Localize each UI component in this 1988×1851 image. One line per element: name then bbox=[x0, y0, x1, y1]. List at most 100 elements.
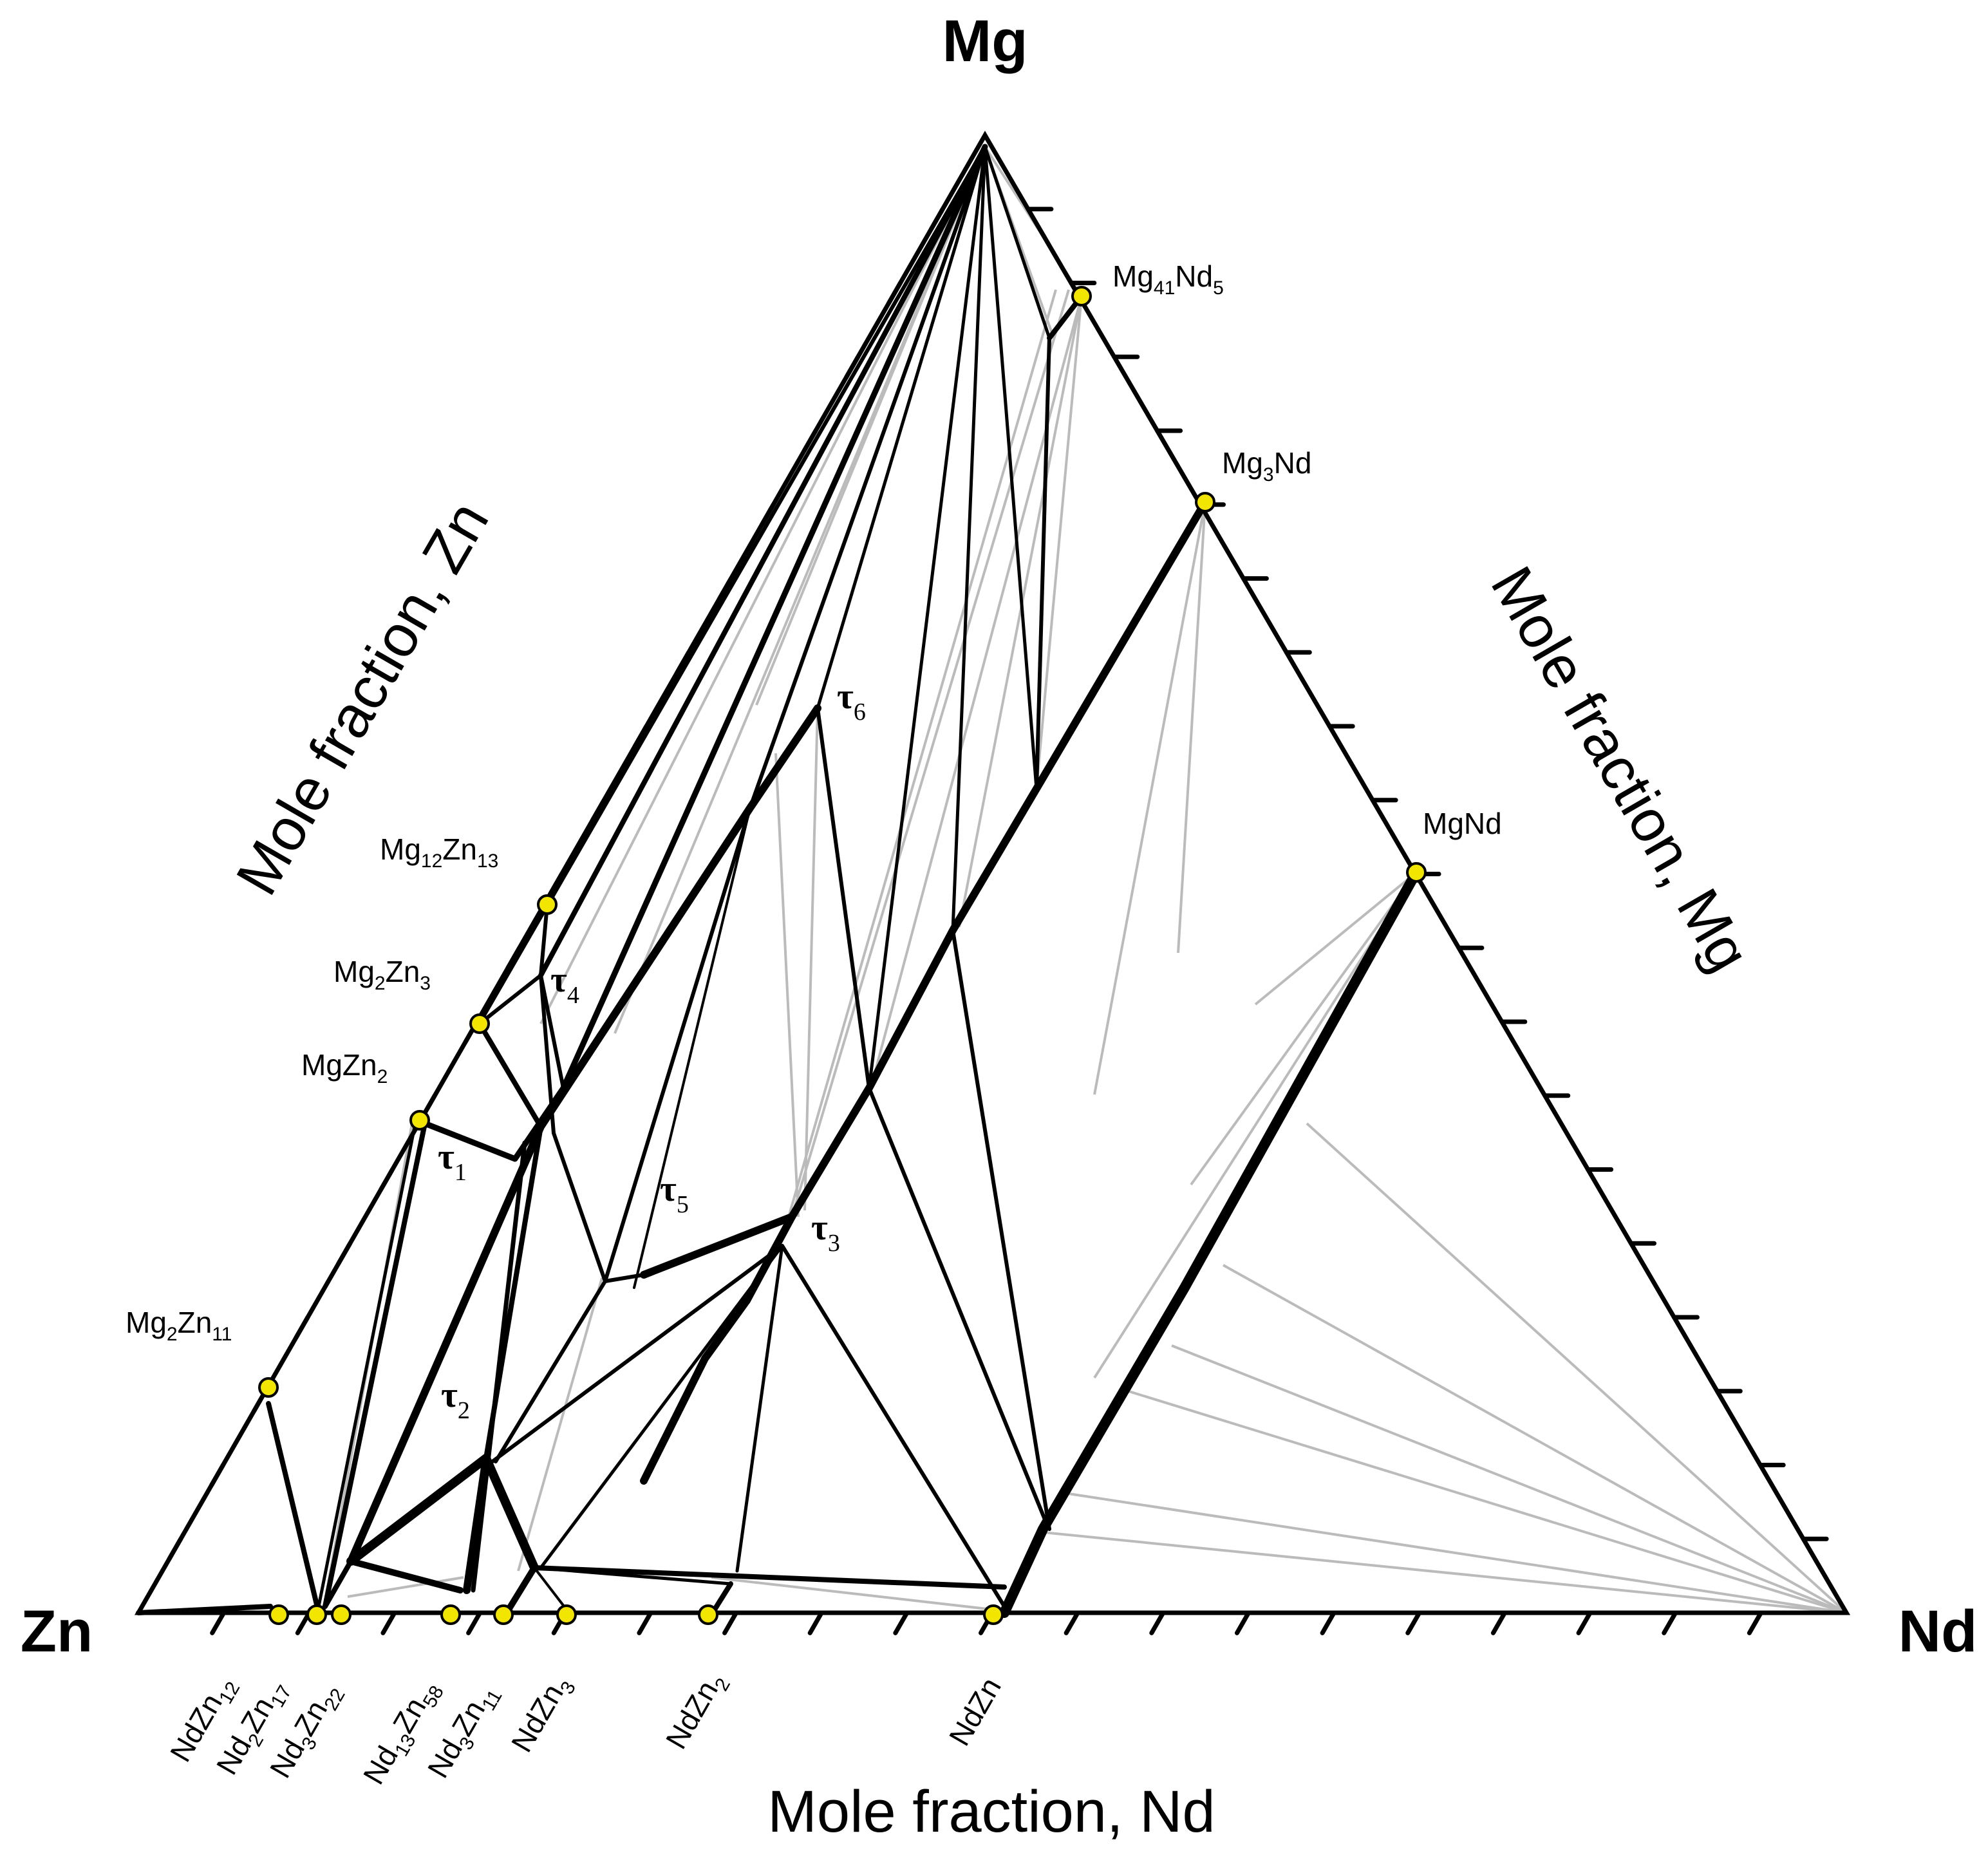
tie-line bbox=[614, 146, 986, 1034]
tick-bottom-axis bbox=[1490, 1610, 1507, 1635]
tick-bottom-axis bbox=[466, 1610, 483, 1635]
label-tau3: τ3 bbox=[811, 1208, 840, 1257]
marker-mg2zn3 bbox=[469, 1013, 490, 1034]
boundary-tau1-nd13zn58 bbox=[471, 1140, 527, 1593]
axis-title-right: Mole fraction, Mg bbox=[1478, 556, 1762, 982]
tie-line bbox=[1093, 502, 1206, 1095]
tie-line-tau-mg-main bbox=[560, 144, 988, 1091]
tie-line bbox=[1177, 502, 1206, 954]
tick-bottom-axis bbox=[210, 1610, 227, 1635]
corner-label-left: Zn bbox=[21, 1599, 93, 1664]
axis-title-bottom: Mole fraction, Nd bbox=[767, 1779, 1215, 1845]
boundary-ndzn2-edge bbox=[712, 1581, 733, 1612]
tie-line bbox=[1254, 871, 1418, 1006]
tick-bottom-axis bbox=[1747, 1610, 1763, 1635]
tie-line bbox=[1126, 1389, 1847, 1614]
boundary-mgzn2-nd2zn17 bbox=[317, 1122, 417, 1608]
boundary-tau3-tau2 bbox=[491, 1244, 784, 1463]
tick-bottom-axis bbox=[1234, 1610, 1251, 1635]
boundary-mgnd-ndzn bbox=[999, 867, 1421, 1618]
tie-line bbox=[711, 1576, 993, 1611]
boundary-nd3zn22-nd13zn58 bbox=[348, 1558, 464, 1593]
tie-line bbox=[787, 289, 1057, 1217]
tick-left-axis bbox=[167, 1536, 183, 1562]
boundary-tau4-tau1 bbox=[539, 973, 565, 1090]
label-tau5: τ5 bbox=[660, 1169, 689, 1218]
marker-nd3zn11 bbox=[493, 1604, 514, 1625]
label-tau6: τ6 bbox=[837, 677, 866, 726]
tick-left-axis bbox=[886, 281, 903, 306]
tick-left-axis bbox=[717, 576, 733, 601]
tie-line bbox=[803, 708, 819, 1211]
boundary-tau2-nd13zn58 bbox=[463, 1454, 490, 1594]
marker-ndzn3 bbox=[556, 1604, 577, 1625]
tie-line-tau6b-mg bbox=[867, 145, 987, 1090]
boundary-mg41nd5 bbox=[1035, 336, 1051, 791]
marker-nd2zn17 bbox=[306, 1604, 327, 1625]
tie-line-mg41nd5-mg bbox=[983, 145, 1051, 340]
boundary-tau1 bbox=[422, 1085, 567, 1162]
boundary-ndzn3-edge bbox=[533, 1566, 568, 1611]
tick-left-axis bbox=[928, 207, 945, 232]
tie-line bbox=[791, 289, 1070, 1217]
boundary-nd3zn11-edge bbox=[505, 1564, 538, 1613]
boundary-tau4 bbox=[539, 903, 556, 1135]
tick-left-axis bbox=[379, 1167, 395, 1192]
tick-left-axis bbox=[590, 798, 606, 823]
label-ndzn: NdZn bbox=[942, 1672, 1008, 1751]
tick-left-axis bbox=[294, 1315, 310, 1340]
tick-bottom-axis bbox=[1149, 1610, 1166, 1635]
label-ndzn3: NdZn3 bbox=[505, 1669, 580, 1760]
tie-line bbox=[539, 146, 986, 1024]
tie-line bbox=[1042, 1531, 1847, 1614]
boundary-tau3-a bbox=[789, 1085, 872, 1219]
boundary-mg2zn3-tau4 bbox=[478, 973, 543, 1026]
label-tau2: τ2 bbox=[441, 1375, 470, 1424]
tick-bottom-axis bbox=[722, 1610, 739, 1635]
marker-nd13zn58 bbox=[440, 1604, 461, 1625]
label-mg3nd: Mg3Nd bbox=[1222, 446, 1311, 485]
tick-left-axis bbox=[632, 724, 649, 749]
tie-line-tau4-mg bbox=[538, 144, 988, 978]
label-mg41nd5: Mg41Nd5 bbox=[1112, 259, 1224, 299]
tick-bottom-axis bbox=[1320, 1610, 1336, 1635]
boundary-tau6-znrich bbox=[347, 704, 821, 1565]
marker-mgzn2 bbox=[409, 1110, 430, 1131]
tick-bottom-axis bbox=[1064, 1610, 1080, 1635]
tick-left-axis bbox=[548, 872, 564, 897]
phase-boundaries bbox=[136, 144, 1421, 1618]
tick-bottom-axis bbox=[893, 1610, 910, 1635]
label-tau1: τ1 bbox=[438, 1137, 467, 1186]
boundary-ndzn3-ndzn bbox=[532, 1565, 1007, 1590]
tick-bottom-axis bbox=[1662, 1610, 1678, 1635]
corner-label-right: Nd bbox=[1899, 1599, 1978, 1664]
tick-left-axis bbox=[336, 1241, 353, 1266]
tick-left-axis bbox=[802, 428, 818, 453]
boundary-tau6-tau3 bbox=[816, 706, 871, 1090]
tie-line-mg3nd-mg bbox=[983, 145, 1038, 791]
marker-mg12zn13 bbox=[537, 894, 558, 915]
marker-mgnd bbox=[1406, 862, 1427, 883]
label-mgzn2: MgZn2 bbox=[301, 1048, 388, 1087]
boundary-mg2zn11-ndzn12 bbox=[266, 1401, 321, 1615]
tick-left-axis bbox=[505, 945, 522, 971]
boundary-nd3zn22-edge bbox=[323, 1559, 353, 1609]
tick-left-axis bbox=[844, 354, 861, 380]
tie-line bbox=[347, 1576, 464, 1598]
boundary-tau2-znrich bbox=[346, 1454, 491, 1566]
tie-line-tau6-mg bbox=[816, 145, 987, 710]
tie-line bbox=[958, 296, 1083, 928]
boundary-tau3-ndzn bbox=[867, 1086, 1048, 1525]
tick-bottom-axis bbox=[637, 1610, 653, 1635]
marker-ndzn12 bbox=[268, 1604, 289, 1625]
label-ndzn2: NdZn2 bbox=[659, 1666, 735, 1757]
tie-line bbox=[1190, 871, 1418, 1186]
marker-nd3zn22 bbox=[331, 1604, 352, 1625]
label-mg12zn13: Mg12Zn13 bbox=[380, 832, 498, 872]
boundary-tau3-ndzn2 bbox=[735, 1244, 784, 1573]
boundary-tau2-ndzn3 bbox=[482, 1454, 539, 1572]
tie-lines bbox=[324, 146, 1848, 1614]
tie-line bbox=[1068, 1492, 1847, 1614]
